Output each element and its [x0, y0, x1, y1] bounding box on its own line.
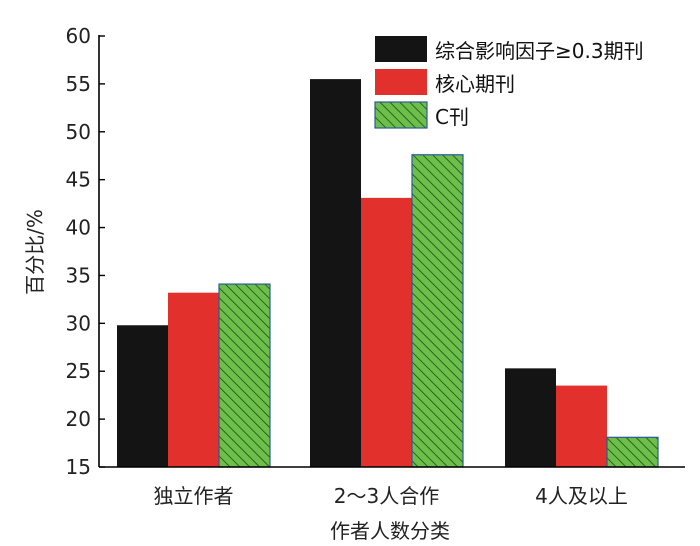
y-tick-label: 25 [66, 359, 91, 383]
y-tick-label: 55 [66, 72, 91, 96]
legend-swatch-2 [375, 69, 427, 95]
bar-3-2 [411, 154, 464, 468]
y-tick-label: 40 [66, 216, 91, 240]
y-tick-label: 60 [66, 24, 91, 48]
y-tick-label: 50 [66, 120, 91, 144]
axes-group: 15 20 25 30 35 40 45 50 55 60 独立作者 2～3人合作 4人及以上 [66, 24, 685, 508]
y-tick-label: 15 [66, 455, 91, 479]
bar-1-3 [505, 368, 556, 467]
bar-2-3 [556, 385, 607, 467]
x-tick-label: 4人及以上 [535, 484, 628, 508]
x-tick-label: 2～3人合作 [334, 484, 439, 508]
bars-group [117, 79, 659, 468]
legend-swatch-1 [375, 36, 427, 62]
legend-swatch-3 [374, 101, 428, 129]
bar-3-1 [218, 283, 271, 468]
bar-3-3 [606, 436, 659, 468]
y-tick-label: 35 [66, 263, 91, 287]
bar-1-2 [310, 79, 361, 467]
y-tick-label: 30 [66, 311, 91, 335]
legend-label-1: 综合影响因子≥0.3期刊 [435, 39, 644, 63]
x-tick-label: 独立作者 [154, 484, 234, 508]
y-axis-label: 百分比/% [23, 209, 47, 295]
y-tick-label: 45 [66, 168, 91, 192]
bar-2-2 [361, 197, 412, 467]
x-axis-label: 作者人数分类 [330, 519, 450, 543]
legend-label-2: 核心期刊 [435, 72, 515, 96]
bar-2-1 [168, 292, 219, 467]
y-tick-label: 20 [66, 407, 91, 431]
legend-label-3: C刊 [435, 105, 469, 129]
bar-1-1 [117, 325, 168, 467]
